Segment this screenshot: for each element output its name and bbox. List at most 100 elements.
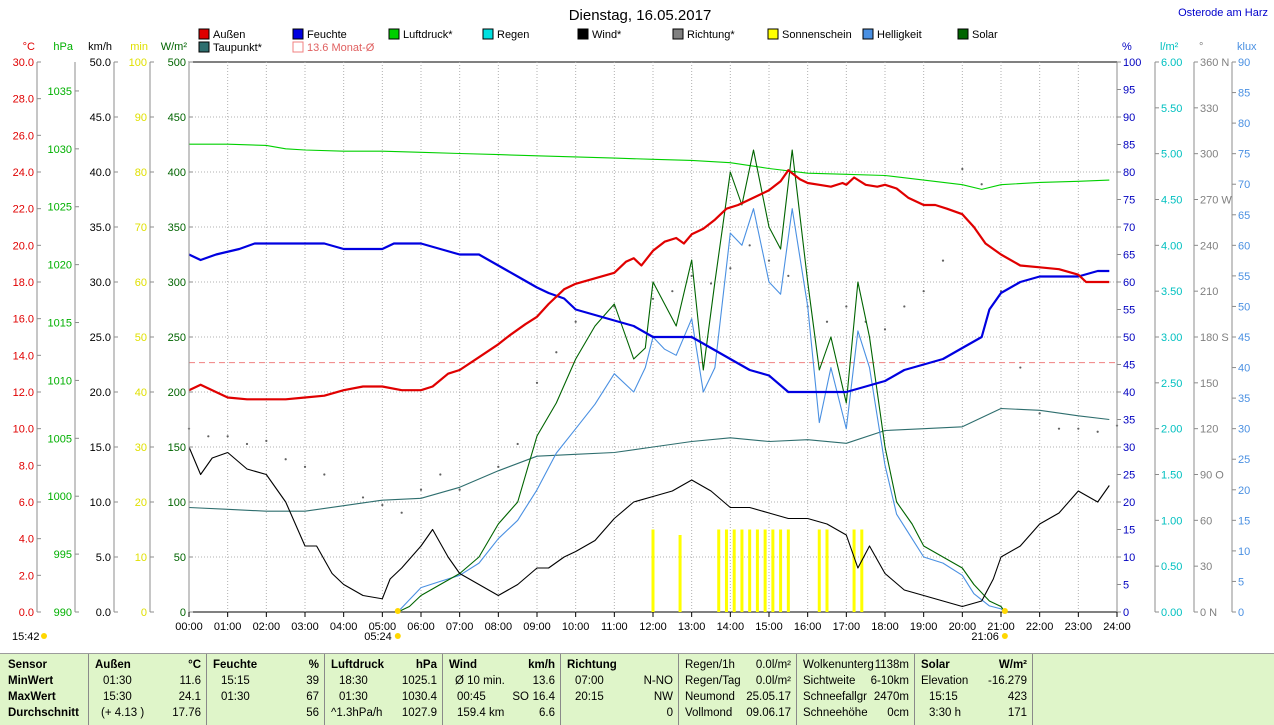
- sunmin-tick-label: 30: [135, 442, 147, 454]
- wind-unit: km/h: [528, 659, 555, 671]
- feuchte-avg: 56: [306, 707, 319, 719]
- label-avg: Durchschnitt: [8, 707, 79, 719]
- legend-label: Solar: [972, 29, 998, 41]
- legend-label: Taupunkt*: [213, 42, 263, 54]
- regen-r0-val: 0.0l/m²: [755, 659, 791, 671]
- series-line-temp: [188, 407, 1110, 512]
- sunshine-bar: [755, 529, 759, 612]
- humidity-tick-label: 70: [1123, 222, 1135, 234]
- wind-tick-label: 50.0: [90, 57, 111, 69]
- legend-swatch: [388, 28, 400, 40]
- time-tick-label: 23:00: [1065, 621, 1093, 633]
- time-tick-label: 11:00: [601, 621, 628, 633]
- humidity-tick-label: 90: [1123, 112, 1135, 124]
- sunmin-tick-label: 40: [135, 387, 147, 399]
- pressure-tick-label: 1030: [48, 144, 72, 156]
- legend-label: Außen: [213, 29, 245, 41]
- sunmin-tick-label: 80: [135, 167, 147, 179]
- solar-tick-label: 250: [168, 332, 186, 344]
- sunmin-axis-unit: min: [130, 41, 148, 53]
- temp-tick-label: 10.0: [13, 424, 34, 436]
- direction-point: [361, 496, 365, 499]
- rain-tick-label: 4.50: [1161, 195, 1182, 207]
- pressure-tick-label: 995: [54, 549, 72, 561]
- direction-point: [400, 511, 403, 514]
- pressure-tick-label: 1020: [48, 260, 72, 272]
- legend-label: Luftdruck*: [403, 29, 453, 41]
- direction-point: [1096, 430, 1099, 433]
- humidity-tick-label: 55: [1123, 305, 1135, 317]
- direction-tick-label: 360 N: [1200, 57, 1229, 69]
- legend-label: Wind*: [592, 29, 622, 41]
- aussen-min-time: 01:30: [103, 675, 132, 687]
- direction-point: [1038, 412, 1041, 415]
- sunshine-bar: [651, 529, 655, 612]
- aussen-unit: °C: [188, 659, 201, 671]
- legend-label: Sonnenschein: [782, 29, 852, 41]
- direction-point: [555, 351, 558, 354]
- temp-tick-label: 0.0: [19, 607, 34, 619]
- lux-axis-unit: klux: [1237, 41, 1257, 53]
- solar-r2-val: 423: [1007, 691, 1027, 703]
- time-tick-label: 20:00: [949, 621, 977, 633]
- wolken-r3-label: Schneehöhe: [803, 707, 868, 719]
- lux-tick-label: 15: [1238, 515, 1250, 527]
- time-tick-label: 07:00: [446, 621, 474, 633]
- regen-r2-val: 25.05.17: [746, 691, 791, 703]
- humidity-tick-label: 15: [1123, 525, 1135, 537]
- direction-point: [303, 465, 307, 468]
- richtung-header: Richtung: [567, 659, 617, 671]
- rain-tick-label: 1.00: [1161, 515, 1182, 527]
- temp-tick-label: 14.0: [13, 350, 34, 362]
- direction-tick-label: 150: [1200, 378, 1218, 390]
- aussen-max: 24.1: [178, 691, 201, 703]
- summary-col-regen: Regen/1h 0.0l/m² Regen/Tag 0.0l/m² Neumond…: [678, 654, 797, 725]
- pressure-tick-label: 1000: [48, 491, 72, 503]
- humidity-tick-label: 30: [1123, 442, 1135, 454]
- wind-tick-label: 0.0: [96, 607, 111, 619]
- wind-r3-label: 159.4 km: [457, 707, 505, 719]
- sunshine-bar: [732, 529, 736, 612]
- direction-point: [671, 290, 674, 293]
- time-tick-label: 12:00: [639, 621, 667, 633]
- legend-swatch: [957, 28, 969, 40]
- regen-r0-label: Regen/1h: [685, 659, 735, 671]
- direction-tick-label: 300: [1200, 149, 1218, 161]
- wind-tick-label: 30.0: [90, 277, 111, 289]
- temp-tick-label: 28.0: [13, 94, 34, 106]
- wind-tick-label: 40.0: [90, 167, 111, 179]
- regen-r3-label: Vollmond: [685, 707, 733, 719]
- solar-r3-val: 171: [1007, 707, 1027, 719]
- humidity-tick-label: 0: [1123, 607, 1129, 619]
- pressure-tick-label: 1035: [48, 86, 72, 98]
- richtung-r1-label: 07:00: [575, 675, 604, 687]
- luftdruck-max: 1030.4: [401, 691, 437, 703]
- humidity-tick-label: 25: [1123, 470, 1135, 482]
- humidity-axis-unit: %: [1122, 41, 1132, 53]
- direction-point: [767, 259, 771, 262]
- summary-col-wind: Wind km/h Ø 10 min. 13.6 00:45 SO 16.4 159.4…: [442, 654, 561, 725]
- time-tick-label: 21:00: [987, 621, 1015, 633]
- direction-point: [323, 473, 326, 476]
- solar-header: Solar: [921, 659, 950, 671]
- rain-tick-label: 5.50: [1161, 103, 1182, 115]
- wolken-r1-val: 6-10km: [870, 675, 909, 687]
- temp-tick-label: 22.0: [13, 204, 34, 216]
- lux-tick-label: 25: [1238, 454, 1250, 466]
- solar-tick-label: 0: [180, 607, 186, 619]
- lux-tick-label: 60: [1238, 240, 1250, 252]
- legend-swatch: [862, 28, 874, 40]
- richtung-r2-val: NW: [653, 691, 673, 703]
- feuchte-max: 67: [306, 691, 319, 703]
- wind-tick-label: 45.0: [90, 112, 111, 124]
- richtung-r2-label: 20:15: [575, 691, 604, 703]
- direction-point: [1077, 427, 1080, 430]
- label-sensor: Sensor: [8, 659, 47, 671]
- rain-tick-label: 2.50: [1161, 378, 1182, 390]
- direction-point: [245, 442, 249, 446]
- direction-tick-label: 210: [1200, 286, 1218, 298]
- solar-tick-label: 300: [168, 277, 186, 289]
- luftdruck-unit: hPa: [415, 659, 437, 671]
- wind-tick-label: 25.0: [90, 332, 111, 344]
- time-tick-label: 10:00: [562, 621, 590, 633]
